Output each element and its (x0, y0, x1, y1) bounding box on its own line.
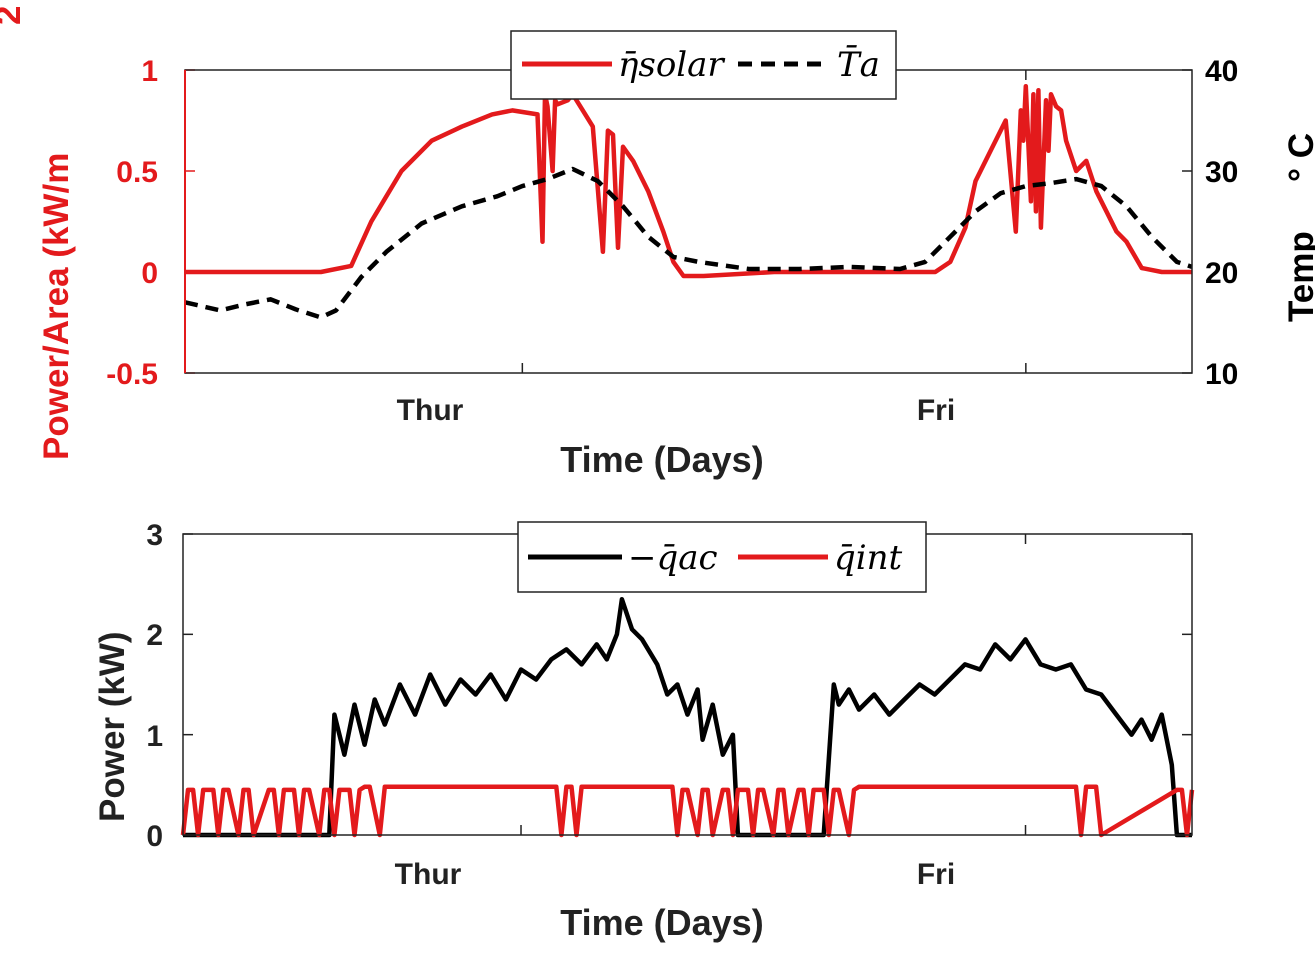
top-left-tick-label: -0.5 (106, 358, 158, 391)
bottom-y-tick-label: 0 (146, 820, 163, 853)
top-legend-label-temp: T̄a (837, 44, 880, 85)
top-right-tick-label: 40 (1205, 55, 1238, 88)
top-x-axis-label: Time (Days) (560, 439, 763, 480)
bottom-y-tick-label: 3 (146, 519, 163, 552)
top-right-y-axis-unit: ° C (1282, 133, 1315, 182)
top-left-tick-label: 0 (141, 257, 158, 290)
top-series-line-1 (185, 83, 1192, 279)
top-right-tick-label: 10 (1205, 358, 1238, 391)
bottom-legend-label-ac: −q̄ac (628, 538, 718, 578)
top-chart: 1 0.5 0 -0.5 40 30 20 10 Thur Fri Time (… (0, 6, 1315, 480)
top-legend: η̄solar T̄a (510, 30, 897, 100)
bottom-y-tick-label: 2 (146, 619, 163, 652)
top-x-tick-label: Thur (397, 394, 464, 427)
bottom-series-line-1 (183, 596, 1192, 838)
top-left-tick-label: 1 (141, 55, 158, 88)
top-legend-label-solar: η̄solar (618, 45, 725, 85)
bottom-y-tick-label: 1 (146, 720, 163, 753)
top-left-tick-label: 0.5 (116, 156, 158, 189)
bottom-chart: 3 2 1 0 Thur Fri Time (Days) Power (kW) … (93, 519, 1195, 943)
top-left-y-axis-label-superscript: 2 (0, 6, 28, 25)
bottom-legend: −q̄ac q̄int (517, 521, 927, 593)
top-left-y-axis-label: Power/Area (kW/m (37, 153, 76, 460)
bottom-legend-label-int: q̄int (834, 538, 903, 578)
bottom-x-axis-label: Time (Days) (560, 902, 763, 943)
top-right-y-axis-label: Temp (1282, 231, 1315, 322)
top-right-tick-label: 20 (1205, 257, 1238, 290)
top-series-line-2 (184, 166, 1193, 320)
top-right-tick-label: 30 (1205, 156, 1238, 189)
bottom-x-tick-label: Thur (395, 858, 462, 891)
bottom-y-axis-label: Power (kW) (93, 631, 132, 822)
top-x-tick-label: Fri (917, 394, 955, 427)
bottom-series-line-2 (180, 784, 1195, 838)
top-plot-area (184, 69, 1193, 374)
bottom-x-tick-label: Fri (917, 858, 955, 891)
